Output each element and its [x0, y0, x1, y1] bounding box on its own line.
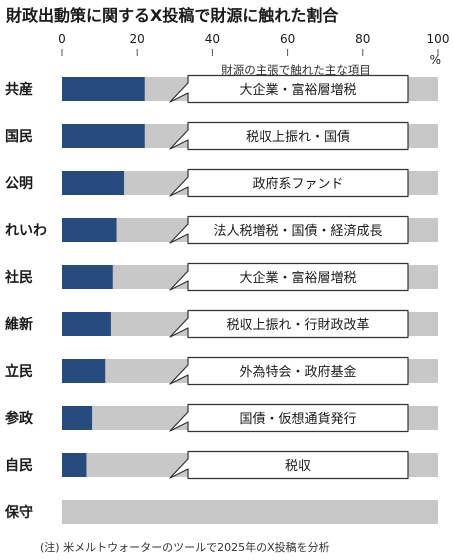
callout-label: 国債・仮想通貨発行 [239, 411, 356, 427]
party-label: 自民 [5, 457, 33, 474]
bar-row: 保守 [4, 500, 438, 524]
bar [62, 312, 111, 336]
party-label: 立民 [5, 363, 33, 380]
callout-box [169, 262, 409, 292]
chart-title: 財政出動策に関するX投稿で財源に触れた割合 [6, 6, 339, 25]
callout-label: 政府系ファンド [252, 177, 343, 192]
x-axis-ticks: 0 20 40 60 80 100 [58, 32, 449, 56]
callout-box [169, 121, 409, 151]
callout-label: 税収上振れ・行財政改革 [226, 318, 369, 333]
bar [62, 171, 125, 195]
bar [62, 359, 106, 383]
bar [62, 218, 117, 242]
bar-row: 国民 税収上振れ・国債 [5, 121, 438, 151]
bar-row: れいわ 法人税増税・国債・経済成長 [5, 215, 438, 245]
party-label: 維新 [5, 316, 33, 333]
bar [62, 124, 145, 148]
x-tick-label: 80 [355, 32, 370, 46]
bar-row: 維新 税収上振れ・行財政改革 [5, 309, 438, 339]
callout-box [169, 403, 409, 433]
party-label: 国民 [5, 129, 33, 145]
bar-row: 参政 国債・仮想通貨発行 [5, 403, 438, 433]
party-label: 参政 [5, 410, 34, 427]
callout-box [169, 356, 409, 386]
party-label: 共産 [5, 81, 33, 98]
bar [62, 77, 145, 101]
x-tick-label: 20 [130, 32, 145, 46]
x-tick-label: 40 [205, 32, 220, 46]
bar-row: 社民 大企業・富裕層増税 [4, 262, 438, 292]
callout-label: 大企業・富裕層増税 [239, 270, 356, 286]
callout-label: 法人税増税・国債・経済成長 [213, 223, 382, 239]
party-label: 社民 [4, 269, 33, 286]
x-tick-label: 0 [58, 32, 66, 46]
x-tick-label: 60 [280, 32, 295, 46]
bar-row: 自民 税収 [5, 450, 438, 480]
callout-label: 外為特会・政府基金 [239, 364, 356, 380]
footnote: (注) 米メルトウォーターのツールで2025年のX投稿を分析 [40, 540, 330, 554]
party-label: れいわ [5, 223, 47, 239]
callout-box [169, 74, 409, 104]
bar [62, 265, 113, 289]
x-axis-unit: % [430, 53, 441, 67]
callout-box [169, 450, 409, 480]
callout-box [169, 309, 409, 339]
x-tick-label: 100 [427, 32, 450, 46]
party-label: 保守 [4, 504, 33, 521]
callout-label: 大企業・富裕層増税 [239, 82, 356, 98]
items-subtitle: 財源の主張で触れた主な項目 [221, 63, 371, 77]
bar-row: 立民 外為特会・政府基金 [5, 356, 438, 386]
callout-label: 税収 [285, 459, 311, 474]
callout-box [169, 168, 409, 198]
bar-row: 共産 大企業・富裕層増税 [5, 74, 438, 104]
callout-box [169, 215, 409, 245]
party-label: 公明 [5, 176, 33, 192]
bar-row: 公明 政府系ファンド [5, 168, 438, 198]
bar [62, 453, 87, 477]
bar-track [62, 500, 438, 524]
bar [62, 406, 93, 430]
callout-label: 税収上振れ・国債 [246, 130, 350, 145]
